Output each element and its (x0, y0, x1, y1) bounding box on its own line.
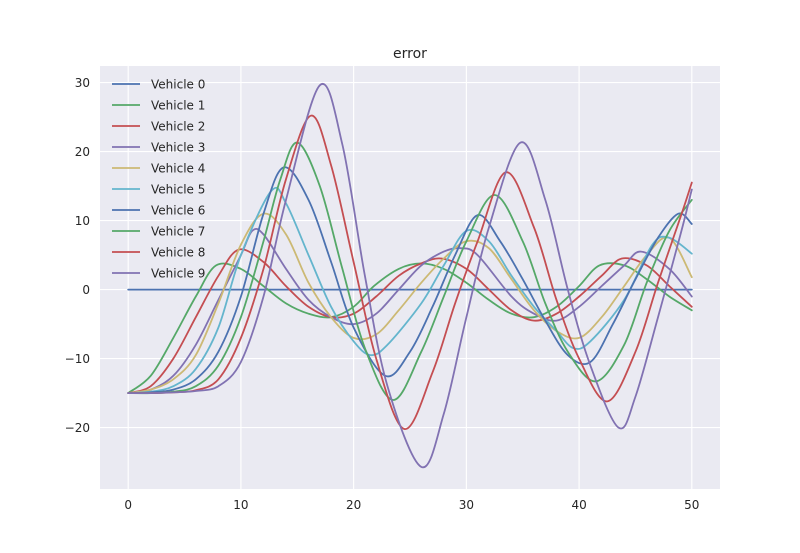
y-axis: −20 −10 0 10 20 30 (65, 76, 90, 435)
x-axis: 0 10 20 30 40 50 (124, 498, 699, 512)
y-tick-label: −10 (65, 352, 90, 366)
y-tick-label: 10 (75, 214, 90, 228)
series-line-vehicle-4 (127, 212, 693, 394)
x-tick-label: 40 (571, 498, 586, 512)
legend-label: Vehicle 0 (151, 78, 205, 92)
legend-label: Vehicle 6 (151, 204, 205, 218)
series-line-vehicle-2 (127, 248, 693, 394)
y-tick-label: 20 (75, 145, 90, 159)
series-line-vehicle-6 (127, 166, 693, 394)
legend-label: Vehicle 8 (151, 246, 205, 260)
x-tick-label: 0 (124, 498, 132, 512)
chart-title: error (393, 46, 427, 62)
legend-label: Vehicle 3 (151, 141, 205, 155)
y-tick-label: −20 (65, 421, 90, 435)
series-layer (127, 82, 693, 469)
legend-label: Vehicle 9 (151, 267, 205, 281)
series-line-vehicle-9 (127, 82, 693, 469)
x-tick-label: 10 (233, 498, 248, 512)
legend-label: Vehicle 7 (151, 225, 205, 239)
x-tick-label: 30 (459, 498, 474, 512)
series-line-vehicle-8 (127, 114, 693, 430)
series-line-vehicle-1 (127, 262, 693, 394)
x-tick-label: 50 (684, 498, 699, 512)
x-tick-label: 20 (346, 498, 361, 512)
legend-label: Vehicle 2 (151, 120, 205, 134)
legend-label: Vehicle 5 (151, 183, 205, 197)
legend: Vehicle 0 Vehicle 1 Vehicle 2 Vehicle 3 Vehi… (112, 78, 205, 281)
y-tick-label: 30 (75, 76, 90, 90)
legend-label: Vehicle 1 (151, 99, 205, 113)
legend-label: Vehicle 4 (151, 162, 205, 176)
y-tick-label: 0 (82, 283, 90, 297)
series-line-vehicle-5 (127, 186, 693, 394)
